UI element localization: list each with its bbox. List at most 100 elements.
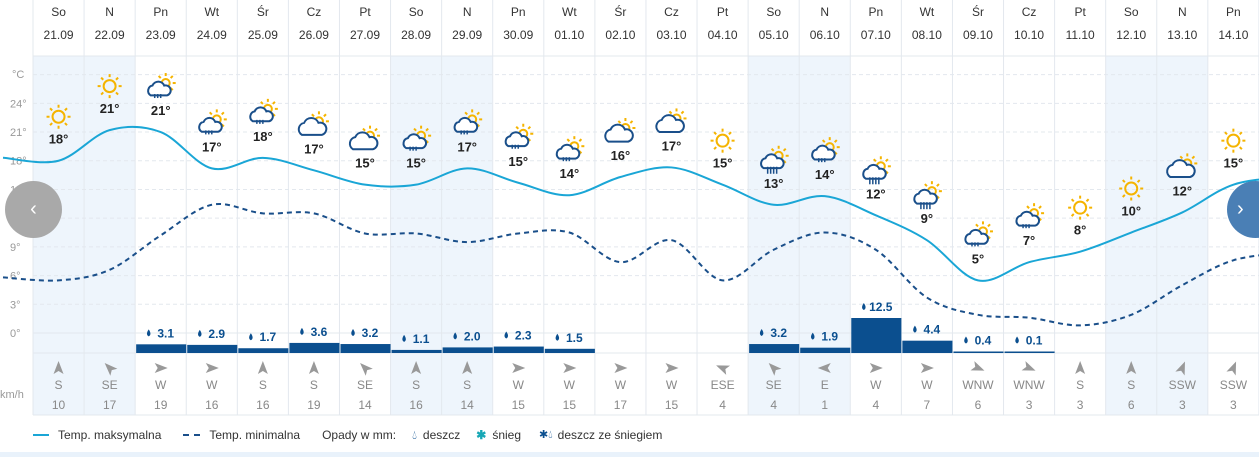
wind-arrow-icon: [1226, 361, 1237, 376]
wind-speed-label: 3: [1026, 398, 1033, 412]
wind-speed-label: 4: [770, 398, 777, 412]
sun-ray: [1085, 213, 1090, 217]
precip-bar: [493, 346, 544, 353]
wind-arrow-icon: [512, 362, 526, 373]
precip-bar: [136, 344, 187, 353]
precip-label-group: 3.6: [300, 325, 328, 339]
chevron-right-icon: ›: [1237, 198, 1244, 220]
cloud-shape: [811, 144, 836, 161]
date-label: 21.09: [44, 28, 74, 42]
max-temp-label: 15°: [508, 154, 528, 169]
date-label: 09.10: [963, 28, 993, 42]
day-of-week-label: So: [766, 5, 781, 19]
date-label: 02.10: [605, 28, 635, 42]
legend-min: Temp. minimalna: [209, 428, 301, 442]
legend-snow: śnieg: [492, 428, 522, 442]
wind-speed-label: 19: [154, 398, 168, 412]
precip-value-label: 12.5: [869, 300, 893, 314]
rain-sun-icon: [147, 73, 176, 99]
sun-ray: [1224, 146, 1228, 150]
cloud-shape: [655, 114, 685, 134]
rain-sun-icon: [964, 221, 993, 247]
rain-sun-icon: [198, 109, 227, 135]
raindrop-icon: 💧︎: [412, 427, 417, 442]
wind-speed-label: 7: [924, 398, 931, 412]
cloud-shape: [504, 131, 530, 148]
date-label: 06.10: [810, 28, 840, 42]
raindrop-icon: [300, 327, 304, 335]
cloud-shape: [1166, 159, 1196, 179]
precip-label-group: 4.4: [913, 323, 941, 337]
wind-arrow-icon: [665, 363, 679, 373]
raindrop-icon: [198, 329, 202, 337]
max-temp-label: 12°: [866, 186, 886, 201]
y-tick-label: 3°: [10, 299, 21, 311]
wind-speed-label: 14: [358, 398, 372, 412]
sun-ray: [1224, 131, 1228, 136]
sun-ray: [374, 127, 378, 132]
sun-ray: [1026, 205, 1030, 209]
nav-prev-button[interactable]: ‹: [5, 181, 62, 238]
sun-ray: [833, 139, 838, 143]
cloud-shape: [453, 116, 479, 133]
wind-direction-label: W: [513, 378, 525, 392]
sun-disc: [1226, 133, 1241, 148]
sun-ray: [924, 183, 928, 187]
sun-ray: [221, 111, 225, 116]
date-label: 25.09: [248, 28, 278, 42]
weekend-column-bg: [1156, 56, 1208, 415]
wind-direction-label: WNW: [1013, 378, 1045, 392]
cloud-shape: [555, 143, 581, 160]
day-of-week-label: Pt: [1074, 5, 1086, 19]
wind-arrow-icon: [462, 361, 473, 374]
sun-icon: [46, 104, 71, 129]
sun-ray: [728, 131, 732, 136]
max-temp-label: 14°: [815, 167, 835, 182]
precip-value-label: 3.2: [770, 326, 787, 340]
sun-ray: [476, 111, 480, 116]
sun-ray: [115, 76, 119, 81]
y-tick-label: 0°: [10, 328, 21, 340]
max-temp-label: 15°: [355, 156, 375, 171]
precip-bar: [749, 344, 800, 353]
wind-speed-label: 17: [614, 398, 628, 412]
sun-ray: [64, 122, 68, 126]
sun-ray: [873, 158, 877, 163]
date-label: 24.09: [197, 28, 227, 42]
precip-bar: [238, 348, 289, 353]
wind-speed-label: 15: [665, 398, 679, 412]
sun-ray: [728, 146, 732, 150]
day-of-week-label: Pt: [359, 5, 371, 19]
precip-label-group: 1.7: [249, 330, 277, 344]
wind-arrow-icon: [411, 361, 422, 374]
sun-disc: [1124, 181, 1139, 196]
day-of-week-label: Pn: [1226, 5, 1241, 19]
date-label: 01.10: [554, 28, 584, 42]
precip-label-group: 2.0: [453, 329, 481, 343]
max-temp-label: 15°: [1224, 156, 1244, 171]
max-temp-label: 14°: [560, 166, 580, 181]
sun-ray: [578, 138, 583, 142]
sun-ray: [1122, 194, 1126, 198]
day-of-week-label: Śr: [972, 4, 984, 19]
sun-ray: [515, 125, 520, 130]
date-label: 07.10: [861, 28, 891, 42]
wind-arrow-icon: [308, 361, 319, 374]
legend-max: Temp. maksymalna: [58, 428, 162, 442]
wind-direction-label: SSW: [1220, 378, 1248, 392]
day-of-week-label: Cz: [664, 5, 679, 19]
wind-direction-label: SE: [766, 378, 782, 392]
raindrop-icon: [146, 329, 151, 337]
sun-ray: [1239, 146, 1243, 150]
wind-direction-label: W: [870, 378, 882, 392]
sun-ray: [1179, 155, 1184, 160]
wind-direction-label: S: [412, 378, 420, 392]
date-label: 12.10: [1116, 28, 1146, 42]
y-tick-label: 18°: [10, 156, 27, 168]
rain-sun-icon: [1015, 203, 1045, 229]
sun-ray: [617, 120, 622, 124]
wind-arrow-icon: [1021, 361, 1036, 371]
date-label: 05.10: [759, 28, 789, 42]
precip-value-label: 1.7: [260, 330, 277, 344]
sun-ray: [1136, 179, 1141, 183]
